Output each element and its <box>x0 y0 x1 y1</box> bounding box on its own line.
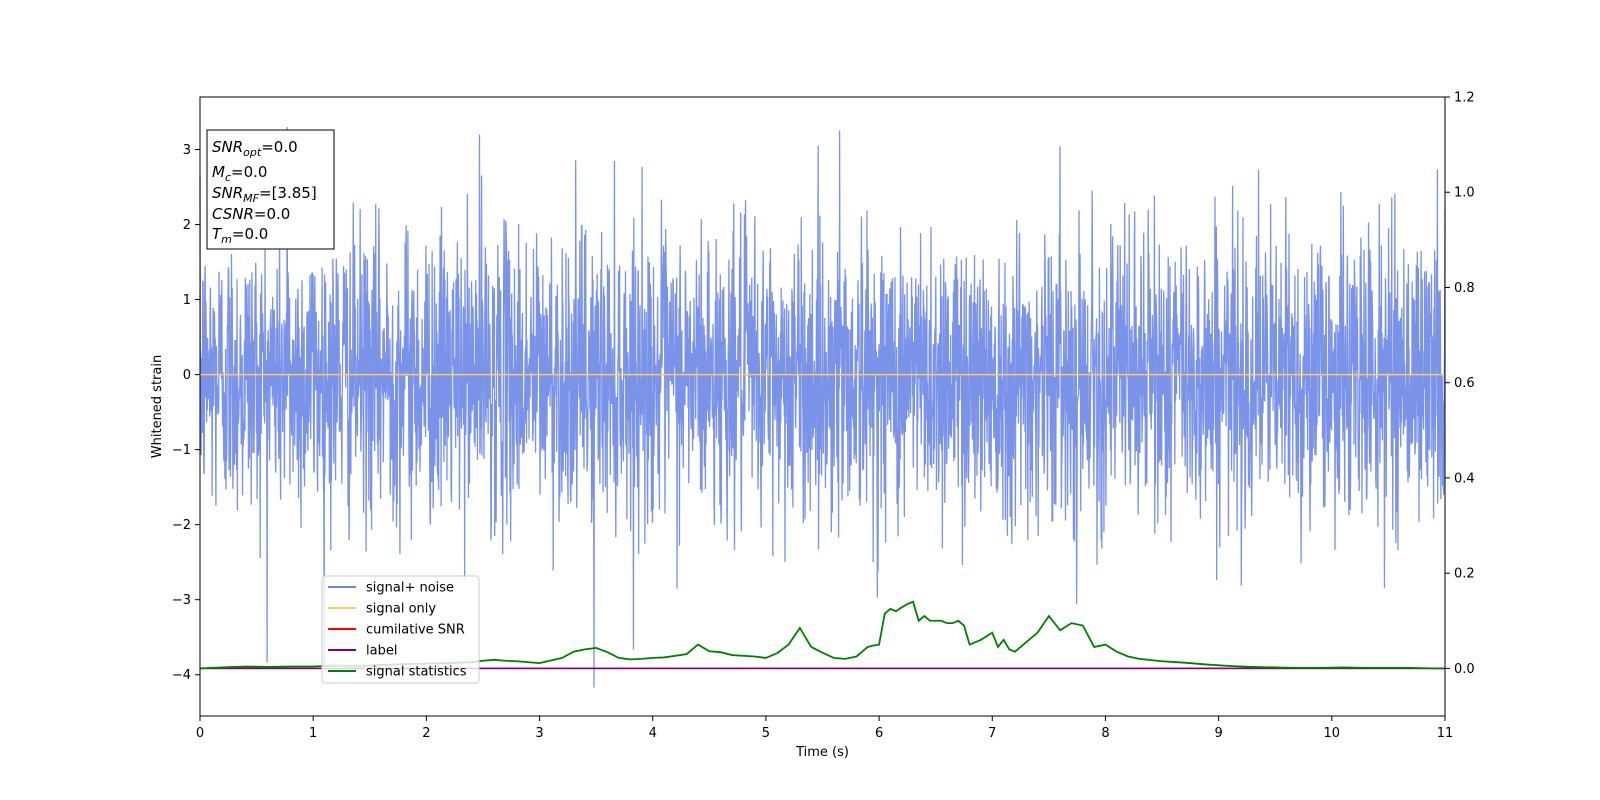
annotation-value: =0.0 <box>231 163 267 181</box>
y2-tick-label: 1.0 <box>1454 186 1475 201</box>
annotation-subscript: m <box>221 233 232 246</box>
legend: signal+ noise signal only cumilative SNR la… <box>321 575 480 684</box>
annotation-value: =0.0 <box>232 225 268 243</box>
y2-tick-label: 0.6 <box>1454 376 1475 391</box>
y2-tick-label: 0.8 <box>1454 281 1475 296</box>
x-tick-label: 4 <box>649 726 657 741</box>
y-tick-label: −3 <box>172 593 191 608</box>
y-axis-label: Whitened strain <box>150 355 165 458</box>
x-axis: 0 1 2 3 4 5 6 7 8 9 10 11 <box>196 716 1453 741</box>
y-tick-label: 2 <box>183 218 191 233</box>
annotation-value: =0.0 <box>254 205 290 223</box>
y-tick-label: 3 <box>183 143 191 158</box>
annotation-line: Tm=0.0 <box>212 225 268 246</box>
annotation-symbol: T <box>212 225 223 243</box>
annotation-symbol: SNR <box>212 138 243 156</box>
x-tick-label: 7 <box>988 726 996 741</box>
legend-entry: cumilative SNR <box>366 623 465 638</box>
x-tick-label: 8 <box>1101 726 1109 741</box>
x-tick-label: 11 <box>1437 726 1454 741</box>
y2-tick-label: 0.4 <box>1454 471 1475 486</box>
annotation-symbol: CSNR <box>212 205 254 223</box>
x-tick-label: 5 <box>762 726 770 741</box>
y-tick-label: 1 <box>183 293 191 308</box>
x-tick-label: 10 <box>1324 726 1341 741</box>
y-tick-label: 0 <box>183 368 191 383</box>
annotation-symbol: SNR <box>212 184 243 202</box>
annotation-box: SNRopt=0.0Mc=0.0SNRMF=[3.85]CSNR=0.0Tm=0… <box>206 129 335 250</box>
x-tick-label: 3 <box>535 726 543 741</box>
legend-entry: signal statistics <box>366 665 467 680</box>
annotation-line: SNRopt=0.0 <box>212 138 298 159</box>
y-axis-left: −4 −3 −2 −1 0 1 2 3 <box>172 143 200 683</box>
x-tick-label: 6 <box>875 726 883 741</box>
y2-tick-label: 0.0 <box>1454 662 1475 677</box>
legend-entry: signal+ noise <box>366 581 454 596</box>
y-axis-right: 0.0 0.2 0.4 0.6 0.8 1.0 1.2 <box>1445 91 1475 677</box>
y2-tick-label: 0.2 <box>1454 567 1475 582</box>
x-tick-label: 2 <box>422 726 430 741</box>
y-tick-label: −1 <box>172 443 191 458</box>
x-tick-label: 0 <box>196 726 204 741</box>
signal-noise-line <box>199 127 1446 688</box>
x-tick-label: 9 <box>1214 726 1222 741</box>
legend-entry: signal only <box>366 602 436 617</box>
annotation-symbol: M <box>212 163 225 181</box>
annotation-subscript: MF <box>243 192 259 205</box>
annotation-line: CSNR=0.0 <box>212 205 290 223</box>
annotation-box-frame <box>206 129 335 250</box>
legend-frame <box>321 575 480 684</box>
signal-statistics-line <box>199 600 1445 670</box>
annotation-subscript: opt <box>243 146 262 159</box>
x-tick-label: 1 <box>309 726 317 741</box>
annotation-line: Mc=0.0 <box>212 163 267 184</box>
signal-noise-series <box>199 127 1446 688</box>
annotation-value: =0.0 <box>261 138 297 156</box>
annotation-line: SNRMF=[3.85] <box>212 184 317 205</box>
legend-entry: label <box>366 644 397 659</box>
y2-tick-label: 1.2 <box>1454 91 1475 106</box>
annotation-subscript: c <box>225 171 231 184</box>
annotation-value: =[3.85] <box>259 184 317 202</box>
y-tick-label: −2 <box>172 518 191 533</box>
y-tick-label: −4 <box>172 668 191 683</box>
x-axis-label: Time (s) <box>795 745 849 760</box>
axes-frame <box>199 96 1446 717</box>
